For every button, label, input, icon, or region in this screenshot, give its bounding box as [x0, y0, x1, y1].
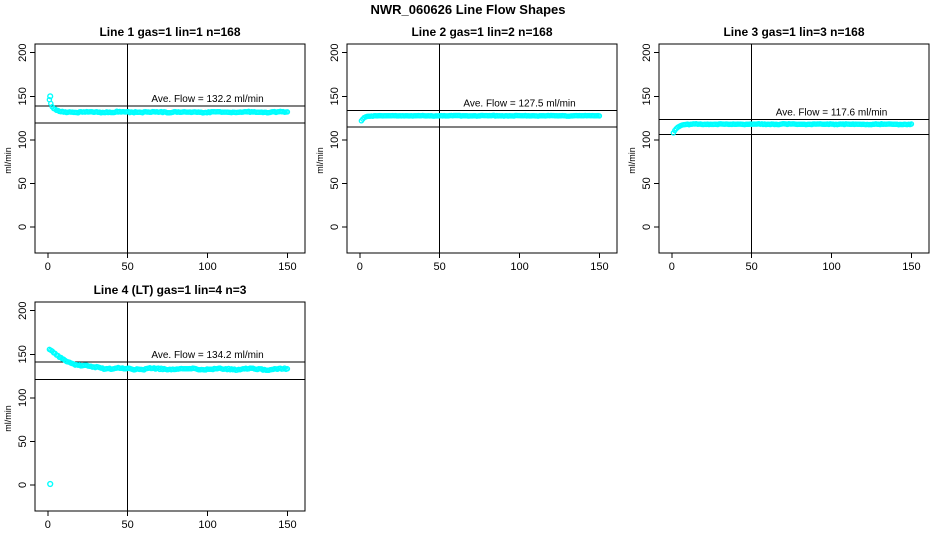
x-tick-label: 50 [434, 261, 446, 273]
y-tick-label: 100 [329, 131, 341, 149]
plot-box [34, 301, 306, 512]
y-axis-label: ml/min [3, 147, 13, 174]
y-tick-label: 100 [17, 389, 29, 407]
y-tick-label: 200 [641, 44, 653, 62]
y-tick-label: 200 [17, 302, 29, 320]
outlier-point [47, 480, 54, 488]
x-tick-label: 100 [510, 261, 528, 273]
y-axis: 0 50 100 150 200 [17, 44, 35, 230]
x-tick-label: 0 [669, 261, 675, 273]
y-tick-label: 150 [17, 345, 29, 363]
y-tick-label: 150 [17, 87, 29, 105]
x-tick-label: 150 [590, 261, 608, 273]
x-tick-label: 0 [45, 261, 51, 273]
plot-box [658, 43, 930, 254]
data-points [46, 346, 291, 488]
x-tick-label: 0 [45, 519, 51, 531]
y-tick-label: 50 [329, 177, 341, 189]
panel-line-3: Line 3 gas=1 lin=3 n=168 0 50 100 150 200 0 50 1… [627, 25, 930, 273]
x-tick-label: 50 [122, 519, 134, 531]
y-axis: 0 50 100 150 200 [641, 44, 659, 230]
y-tick-label: 0 [329, 224, 341, 230]
y-tick-label: 0 [17, 482, 29, 488]
x-tick-label: 50 [746, 261, 758, 273]
x-axis: 0 50 100 150 [357, 253, 609, 273]
x-tick-label: 50 [122, 261, 134, 273]
y-tick-label: 0 [17, 224, 29, 230]
outlier-point [47, 93, 54, 100]
y-axis: 0 50 100 150 200 [17, 302, 35, 488]
y-axis-label: ml/min [627, 147, 637, 174]
panel-line-4: Line 4 (LT) gas=1 lin=4 n=30501001502000… [3, 283, 306, 531]
x-axis: 0 50 100 150 [45, 511, 297, 531]
y-axis-label: ml/min [3, 405, 13, 432]
x-axis: 0 50 100 150 [669, 253, 921, 273]
panel-title: Line 4 (LT) gas=1 lin=4 n=3 [94, 283, 247, 297]
y-tick-label: 150 [329, 87, 341, 105]
x-tick-label: 100 [822, 261, 840, 273]
y-tick-label: 100 [17, 131, 29, 149]
ave-flow-annotation: Ave. Flow = 117.6 ml/min [776, 107, 888, 118]
y-tick-label: 50 [17, 435, 29, 447]
panel-title: Line 3 gas=1 lin=3 n=168 [723, 25, 864, 39]
data-points [670, 121, 915, 136]
y-tick-label: 100 [641, 131, 653, 149]
y-tick-label: 150 [641, 87, 653, 105]
data-points [358, 112, 603, 124]
y-tick-label: 50 [641, 177, 653, 189]
x-axis: 0 50 100 150 [45, 253, 297, 273]
plot-box [34, 43, 306, 254]
panel-title: Line 1 gas=1 lin=1 n=168 [99, 25, 240, 39]
x-tick-label: 150 [278, 261, 296, 273]
panel-line-2: Line 2 gas=1 lin=2 n=168 0 50 100 150 200 0 50 1… [315, 25, 618, 273]
x-tick-label: 100 [198, 519, 216, 531]
plot-box [346, 43, 618, 254]
data-points [46, 93, 291, 116]
page-title: NWR_060626 Line Flow Shapes [370, 2, 566, 17]
x-tick-label: 0 [357, 261, 363, 273]
panel-title: Line 2 gas=1 lin=2 n=168 [411, 25, 552, 39]
y-tick-label: 200 [17, 44, 29, 62]
y-axis: 0 50 100 150 200 [329, 44, 347, 230]
ave-flow-annotation: Ave. Flow = 132.2 ml/min [151, 94, 263, 105]
y-tick-label: 0 [641, 224, 653, 230]
y-tick-label: 50 [17, 177, 29, 189]
panel-line-1: Line 1 gas=1 lin=1 n=168 0 50 100 150 200 0 50 1… [3, 25, 306, 273]
x-tick-label: 100 [198, 261, 216, 273]
ave-flow-annotation: Ave. Flow = 134.2 ml/min [151, 350, 263, 361]
x-tick-label: 150 [278, 519, 296, 531]
x-tick-label: 150 [902, 261, 920, 273]
y-tick-label: 200 [329, 44, 341, 62]
ave-flow-annotation: Ave. Flow = 127.5 ml/min [463, 98, 575, 109]
y-axis-label: ml/min [315, 147, 325, 174]
